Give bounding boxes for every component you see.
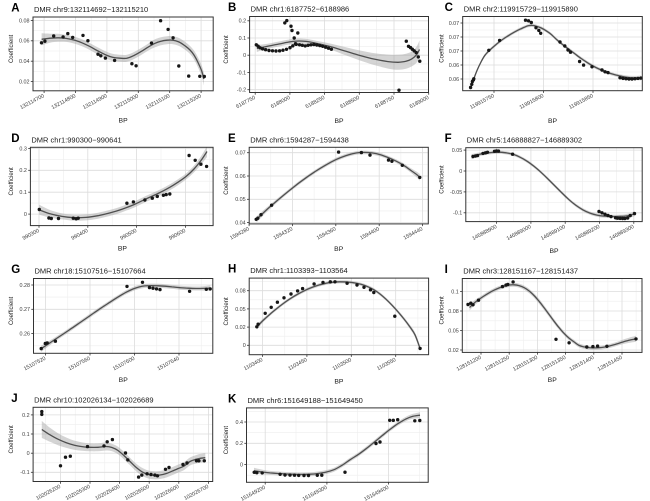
svg-text:0.26: 0.26 [20, 332, 31, 338]
svg-text:DMR chr10:102026134−102026689: DMR chr10:102026134−102026689 [34, 395, 153, 404]
svg-text:0.07: 0.07 [235, 151, 246, 157]
svg-text:F: F [445, 133, 452, 145]
svg-text:Coefficient: Coefficient [9, 425, 15, 454]
svg-text:Coefficient: Coefficient [9, 34, 15, 63]
svg-text:J: J [11, 393, 17, 405]
svg-text:BP: BP [548, 377, 558, 384]
svg-text:0: 0 [243, 343, 246, 349]
svg-text:DMR chr9:132114692−132115210: DMR chr9:132114692−132115210 [34, 5, 148, 14]
svg-text:I: I [445, 264, 448, 276]
svg-text:Coefficient: Coefficient [440, 34, 446, 63]
svg-text:B: B [228, 2, 236, 14]
svg-text:BP: BP [119, 118, 129, 125]
svg-text:-0.05: -0.05 [450, 190, 462, 196]
svg-text:0.07: 0.07 [449, 21, 460, 27]
svg-text:Coefficient: Coefficient [440, 296, 446, 325]
svg-text:0.08: 0.08 [235, 289, 246, 295]
svg-text:H: H [228, 264, 236, 276]
svg-text:BP: BP [119, 377, 129, 384]
svg-text:-0.1: -0.1 [20, 470, 29, 476]
svg-text:Coefficient: Coefficient [224, 297, 230, 326]
svg-text:0.27: 0.27 [20, 307, 31, 313]
svg-text:C: C [445, 2, 453, 14]
svg-text:Coefficient: Coefficient [440, 165, 446, 194]
svg-text:Coefficient: Coefficient [224, 166, 230, 195]
svg-text:BP: BP [549, 248, 559, 255]
svg-text:BP: BP [548, 118, 558, 125]
svg-text:0.28: 0.28 [20, 283, 31, 289]
svg-text:-0.1: -0.1 [453, 211, 462, 217]
svg-text:0.04: 0.04 [19, 59, 30, 65]
svg-text:0.07: 0.07 [449, 49, 460, 55]
svg-text:0.1: 0.1 [239, 36, 247, 42]
svg-text:BP: BP [334, 118, 344, 125]
svg-text:-0.2: -0.2 [237, 88, 246, 94]
svg-text:E: E [228, 133, 236, 145]
svg-text:0.3: 0.3 [19, 146, 27, 152]
svg-text:0.2: 0.2 [19, 168, 27, 174]
svg-text:K: K [228, 393, 237, 405]
svg-text:0.06: 0.06 [449, 63, 460, 69]
svg-text:0.1: 0.1 [451, 289, 459, 295]
svg-text:-0.1: -0.1 [237, 70, 246, 76]
svg-text:0: 0 [24, 212, 27, 218]
svg-text:0.02: 0.02 [448, 348, 459, 354]
svg-text:0: 0 [27, 451, 30, 457]
svg-text:0.06: 0.06 [19, 39, 30, 45]
svg-text:DMR chr18:15107516−15107664: DMR chr18:15107516−15107664 [35, 267, 146, 276]
svg-text:0.05: 0.05 [235, 197, 246, 203]
svg-text:BP: BP [118, 246, 128, 253]
svg-text:DMR chr1:990300−990641: DMR chr1:990300−990641 [31, 135, 121, 144]
svg-text:Coefficient: Coefficient [224, 426, 230, 455]
svg-text:0.02: 0.02 [19, 80, 30, 86]
svg-text:0.05: 0.05 [448, 328, 459, 334]
svg-text:0.2: 0.2 [239, 19, 247, 25]
svg-text:Coefficient: Coefficient [9, 167, 15, 196]
svg-text:0.07: 0.07 [449, 35, 460, 41]
svg-text:0.2: 0.2 [236, 441, 244, 447]
svg-text:DMR chr5:146888827−146889302: DMR chr5:146888827−146889302 [467, 136, 582, 145]
svg-text:0.08: 0.08 [448, 309, 459, 315]
svg-text:0.08: 0.08 [19, 18, 30, 24]
svg-text:0.04: 0.04 [235, 221, 246, 227]
svg-text:DMR chr1:6187752−6188986: DMR chr1:6187752−6188986 [251, 5, 350, 14]
svg-text:DMR chr1:1103393−1103564: DMR chr1:1103393−1103564 [250, 266, 348, 275]
svg-text:0.05: 0.05 [235, 307, 246, 313]
svg-text:G: G [11, 264, 20, 276]
svg-text:0.4: 0.4 [236, 420, 244, 426]
svg-text:0.05: 0.05 [452, 148, 463, 154]
svg-text:0.2: 0.2 [22, 413, 30, 419]
svg-text:BP: BP [334, 246, 344, 253]
svg-text:DMR chr6:151649188−151649450: DMR chr6:151649188−151649450 [248, 396, 363, 405]
svg-text:DMR chr3:128151167−128151437: DMR chr3:128151167−128151437 [463, 267, 578, 276]
svg-text:Coefficient: Coefficient [9, 296, 15, 325]
svg-text:0.06: 0.06 [235, 174, 246, 180]
svg-text:D: D [11, 133, 19, 145]
svg-text:0: 0 [459, 169, 462, 175]
svg-text:DMR chr6:1594287−1594438: DMR chr6:1594287−1594438 [250, 135, 349, 144]
svg-text:Coefficient: Coefficient [224, 35, 230, 64]
svg-text:0.1: 0.1 [19, 190, 27, 196]
svg-text:0: 0 [240, 463, 243, 469]
svg-text:DMR chr2:119915729−119915890: DMR chr2:119915729−119915890 [464, 5, 578, 14]
svg-text:BP: BP [334, 378, 344, 385]
svg-text:0.06: 0.06 [449, 77, 460, 83]
svg-text:0.02: 0.02 [235, 325, 246, 331]
svg-text:A: A [11, 3, 19, 15]
svg-text:0.1: 0.1 [22, 432, 30, 438]
svg-text:0: 0 [243, 53, 246, 59]
